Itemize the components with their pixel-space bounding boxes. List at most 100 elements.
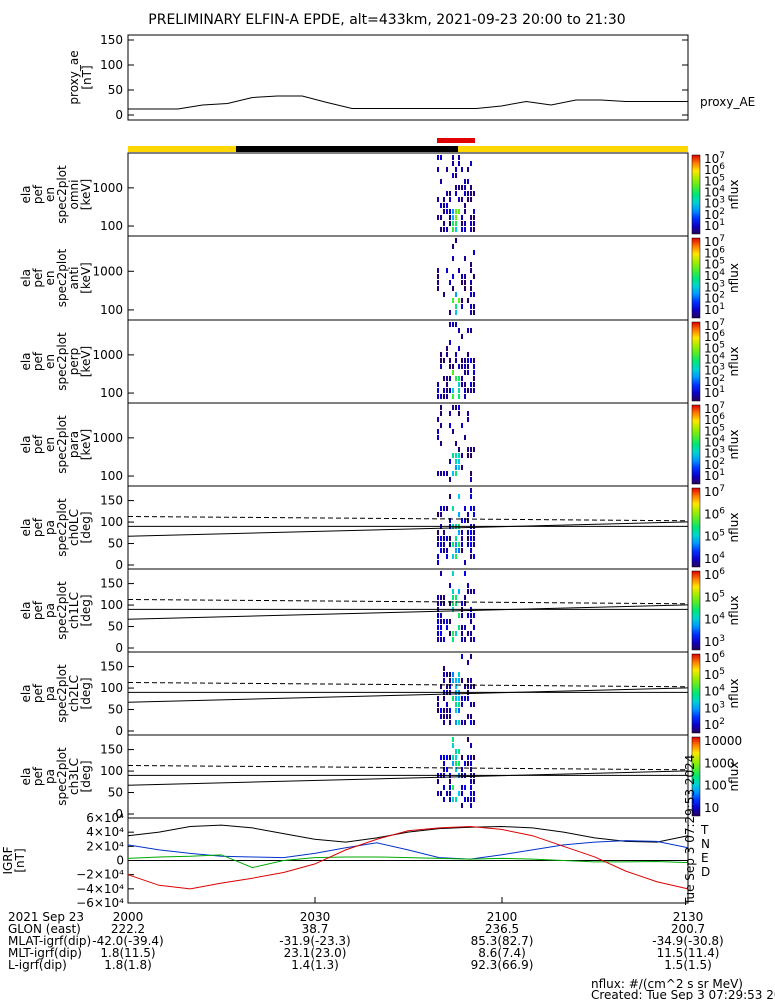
spectrogram-cell — [446, 714, 448, 719]
spectrogram-cell — [455, 358, 457, 363]
spectrogram-cell — [443, 708, 445, 713]
spectrogram-cell — [440, 352, 442, 357]
spectrogram-cell — [464, 684, 466, 689]
spectrogram-cell — [464, 595, 466, 600]
spectrogram-cell — [449, 678, 451, 683]
spectrogram-cell — [452, 589, 454, 594]
para-colorbar-tick: 103 — [704, 446, 725, 461]
spectrogram-cell — [473, 310, 475, 315]
spectrogram-cell — [473, 215, 475, 220]
spectrogram-cell — [467, 737, 469, 742]
spectrogram-cell — [461, 221, 463, 226]
spectrogram-cell — [446, 684, 448, 689]
spectrogram-cell — [458, 298, 460, 303]
spectrogram-cell — [449, 714, 451, 719]
spectrogram-cell — [449, 536, 451, 541]
spectrogram-cell — [455, 173, 457, 178]
spectrogram-cell — [443, 394, 445, 399]
spectrogram-cell — [464, 274, 466, 279]
anti-frame — [127, 235, 689, 321]
spectrogram-cell — [461, 601, 463, 606]
spectrogram-cell — [455, 631, 457, 636]
ch1LC-colorbar-tick: 106 — [704, 567, 725, 582]
spec-panel-para: 1000100elapefenspec2plotpara[keV]1071061… — [19, 401, 741, 487]
spectrogram-cell — [452, 595, 454, 600]
spectrogram-cell — [464, 506, 466, 511]
spectrogram-cell — [458, 494, 460, 499]
spectrogram-cell — [464, 518, 466, 523]
spectrogram-cell — [461, 803, 463, 808]
spectrogram-cell — [455, 797, 457, 802]
spectrogram-cell — [440, 791, 442, 796]
spectrogram-cell — [443, 536, 445, 541]
ephem-value: 2100 — [487, 910, 518, 924]
spectrogram-cell — [452, 405, 454, 410]
spectrogram-cell — [461, 702, 463, 707]
spectrogram-cell — [470, 292, 472, 297]
spectrogram-cell — [440, 542, 442, 547]
ephem-value: -42.0(-39.4) — [92, 934, 163, 948]
spectrogram-cell — [440, 512, 442, 517]
spectrogram-cell — [446, 227, 448, 232]
spectrogram-cell — [458, 548, 460, 553]
spectrogram-cell — [461, 227, 463, 232]
ch0LC-colorbar-tick: 106 — [704, 506, 725, 521]
igrf-ytick-label: 6×10⁴ — [86, 811, 124, 825]
omni-colorbar-tick: 103 — [704, 196, 725, 211]
spectrogram-cell — [440, 714, 442, 719]
spectrogram-cell — [455, 304, 457, 309]
omni-ytick-label: 100 — [100, 219, 123, 233]
spectrogram-cell — [470, 743, 472, 748]
spectrogram-cell — [443, 471, 445, 476]
spectrogram-cell — [437, 542, 439, 547]
spectrogram-cell — [440, 548, 442, 553]
spectrogram-cell — [470, 542, 472, 547]
spectrogram-cell — [467, 417, 469, 422]
spectrogram-cell — [452, 696, 454, 701]
spectrogram-cell — [461, 518, 463, 523]
spectrogram-cell — [452, 227, 454, 232]
spectrogram-cell — [464, 601, 466, 606]
spectrogram-cell — [452, 298, 454, 303]
spectrogram-cell — [473, 292, 475, 297]
spectrogram-cell — [443, 358, 445, 363]
spec-panel-anti: 1000100elapefenspec2plotanti[keV]1071061… — [19, 234, 741, 321]
ch2LC-colorbar-tick: 105 — [704, 667, 725, 682]
spectrogram-cell — [440, 631, 442, 636]
loss-cone-antiparallel-line — [127, 764, 689, 771]
spectrogram-cell — [443, 601, 445, 606]
spectrogram-cell — [473, 388, 475, 393]
para-colorbar-tick: 106 — [704, 412, 725, 427]
ephem-value: 200.7 — [671, 922, 705, 936]
spectrogram-cell — [437, 613, 439, 618]
spectrogram-cell — [443, 209, 445, 214]
spectrogram-cell — [437, 471, 439, 476]
spectrogram-cell — [458, 447, 460, 452]
spectrogram-cell — [473, 250, 475, 255]
ch3LC-ytick-label: 100 — [100, 764, 123, 778]
spectrogram-cell — [470, 714, 472, 719]
ch1LC-colorbar-tick: 104 — [704, 612, 725, 627]
spectrogram-cell — [449, 221, 451, 226]
spectrogram-cell — [437, 429, 439, 434]
spectrogram-cell — [440, 405, 442, 410]
spectrogram-cell — [443, 666, 445, 671]
spectrogram-cell — [440, 203, 442, 208]
spectrogram-cell — [458, 209, 460, 214]
spectrogram-cell — [446, 388, 448, 393]
spectrogram-cell — [455, 405, 457, 410]
omni-colorbar-tick: 107 — [704, 151, 725, 166]
spectrogram-cell — [473, 613, 475, 618]
spectrogram-cell — [449, 631, 451, 636]
spectrogram-cell — [470, 494, 472, 499]
anti-colorbar-tick: 105 — [704, 257, 725, 272]
spectrogram-cell — [437, 435, 439, 440]
spectrogram-cell — [440, 619, 442, 624]
ch3LC-ytick-label: 0 — [115, 807, 123, 821]
proxy-ae-line — [128, 95, 688, 110]
ephem-value: 1.5(1.5) — [664, 958, 712, 972]
spectrogram-cell — [461, 453, 463, 458]
spectrogram-cell — [461, 678, 463, 683]
spectrogram-cell — [461, 720, 463, 725]
